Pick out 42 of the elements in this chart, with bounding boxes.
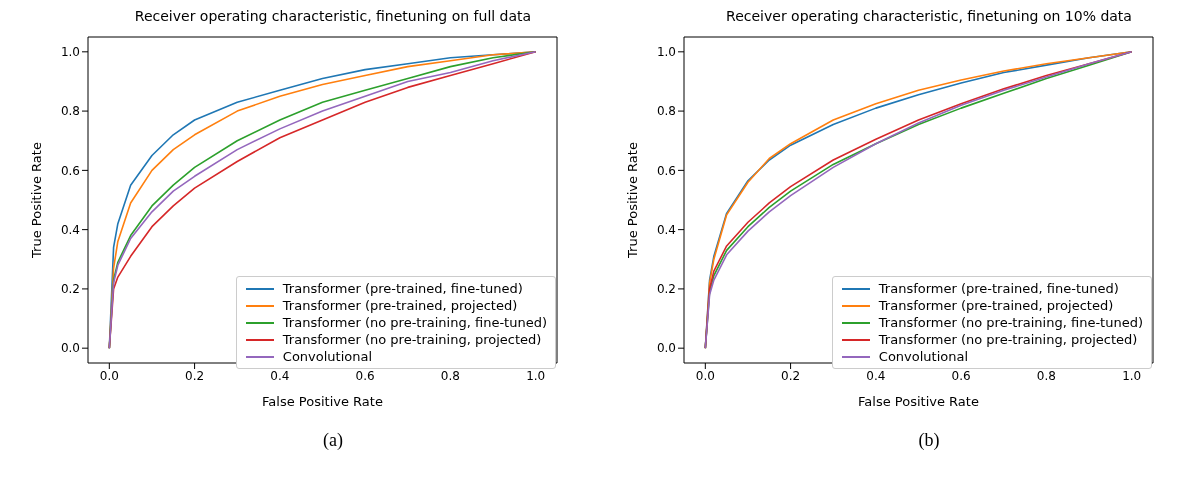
- x-tick-label: 0.4: [866, 368, 886, 383]
- x-tick-label: 0.8: [440, 368, 460, 383]
- y-tick-label: 1.0: [60, 45, 80, 60]
- x-tick-label: 1.0: [1122, 368, 1142, 383]
- legend-label: Transformer (no pre-training, projected): [878, 331, 1138, 348]
- legend-label: Transformer (pre-trained, fine-tuned): [282, 280, 523, 297]
- legend-label: Transformer (no pre-training, fine-tuned): [282, 314, 547, 331]
- legend-label: Transformer (no pre-training, projected): [282, 331, 542, 348]
- legend-label: Convolutional: [878, 348, 969, 365]
- y-tick-label: 0.6: [60, 163, 80, 178]
- legend-label: Convolutional: [282, 348, 373, 365]
- y-tick-label: 0.2: [656, 282, 676, 297]
- y-tick-label: 0.6: [656, 163, 676, 178]
- y-axis-title: True Positive Rate: [624, 142, 640, 259]
- y-axis-title: True Positive Rate: [28, 142, 44, 259]
- y-tick-label: 0.0: [656, 341, 676, 356]
- x-axis-title: False Positive Rate: [858, 394, 979, 409]
- x-tick-label: 0.6: [355, 368, 375, 383]
- legend-label: Transformer (pre-trained, projected): [878, 297, 1114, 314]
- x-tick-label: 0.2: [185, 368, 205, 383]
- x-tick-label: 0.0: [99, 368, 119, 383]
- chart-title: Receiver operating characteristic, finetuning on 10% data: [725, 8, 1133, 26]
- y-tick-label: 0.8: [656, 104, 676, 119]
- y-tick-label: 0.2: [60, 282, 80, 297]
- legend-label: Transformer (no pre-training, fine-tuned): [878, 314, 1143, 331]
- x-tick-label: 0.2: [781, 368, 801, 383]
- text: (a): [322, 430, 344, 451]
- chart-title: Receiver operating characteristic, finetuning on full data: [133, 8, 533, 26]
- y-tick-label: 1.0: [656, 45, 676, 60]
- x-tick-label: 0.0: [695, 368, 715, 383]
- x-tick-label: 1.0: [526, 368, 546, 383]
- legend-label: Transformer (pre-trained, projected): [282, 297, 518, 314]
- y-tick-label: 0.8: [60, 104, 80, 119]
- text: (b): [917, 430, 941, 451]
- x-axis-title: False Positive Rate: [262, 394, 383, 409]
- legend-label: Transformer (pre-trained, fine-tuned): [878, 280, 1119, 297]
- y-tick-label: 0.4: [60, 222, 80, 237]
- y-tick-label: 0.4: [656, 222, 676, 237]
- x-tick-label: 0.6: [951, 368, 971, 383]
- y-tick-label: 0.0: [60, 341, 80, 356]
- x-tick-label: 0.8: [1036, 368, 1056, 383]
- x-tick-label: 0.4: [270, 368, 290, 383]
